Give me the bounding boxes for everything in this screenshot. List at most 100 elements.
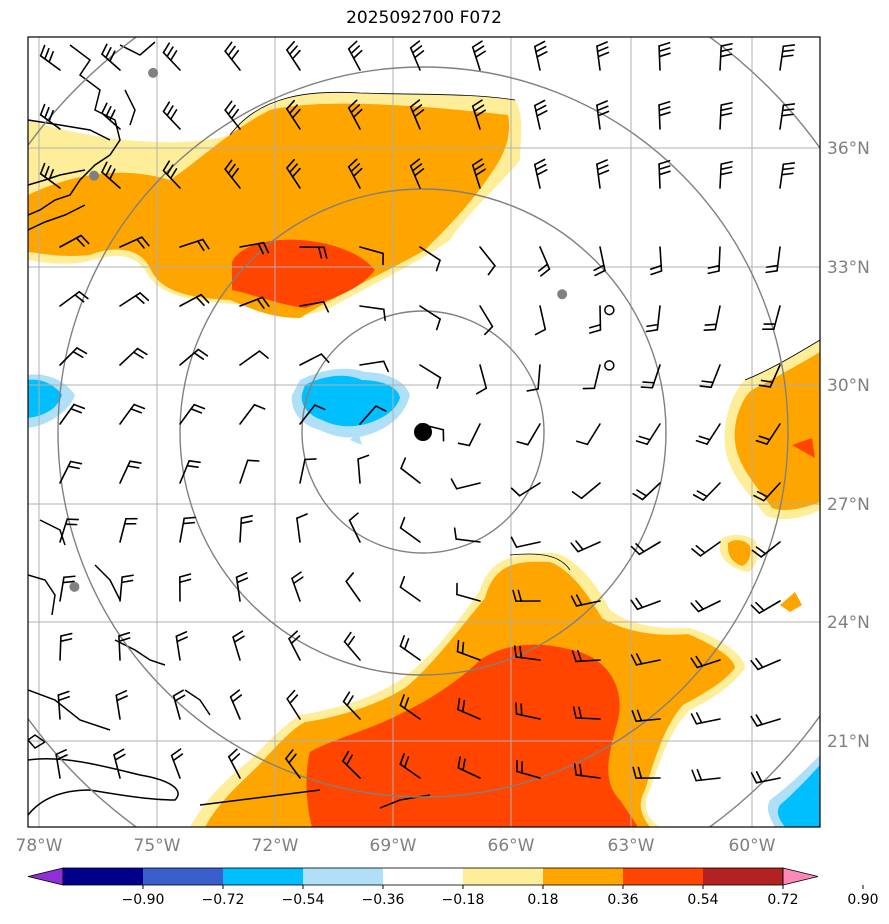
- wind-barb: [286, 689, 301, 720]
- lon-label: 66°W: [488, 836, 535, 856]
- wind-barb: [59, 234, 90, 248]
- wind-barb: [596, 41, 610, 71]
- wind-barb: [399, 694, 421, 720]
- wind-barb: [645, 305, 661, 333]
- wind-barb: [762, 305, 781, 331]
- wind-barb: [512, 589, 541, 602]
- wind-barbs: [39, 40, 796, 784]
- wind-barb: [658, 41, 671, 71]
- wind-barb: [570, 594, 601, 607]
- wind-barb: [471, 158, 486, 189]
- wind-barb: [409, 99, 425, 130]
- wind-barb: [119, 347, 148, 366]
- wind-barb: [534, 305, 547, 336]
- wind-barb: [170, 748, 184, 779]
- wind-barb: [285, 749, 301, 779]
- wind-barb: [286, 40, 301, 71]
- colorbar-swatch: [623, 868, 703, 885]
- wind-barb: [119, 460, 142, 484]
- wind-barb: [471, 40, 486, 71]
- wind-barb: [699, 364, 721, 389]
- wind-barb: [779, 103, 796, 130]
- wind-barb: [456, 582, 481, 602]
- wind-barb: [291, 571, 304, 602]
- colorbar-swatch: [703, 868, 783, 885]
- wind-barb: [59, 575, 76, 602]
- wind-barb: [357, 454, 370, 484]
- wind-barb: [399, 753, 421, 779]
- wind-barb: [342, 691, 361, 720]
- wind-barb: [409, 158, 425, 189]
- wind-barb: [750, 657, 781, 671]
- wind-barb: [359, 360, 389, 373]
- wind-barb: [299, 404, 326, 425]
- wind-barb: [299, 301, 330, 313]
- lat-label: 30°N: [827, 376, 870, 396]
- wind-barb: [691, 768, 721, 782]
- wind-barb: [719, 101, 733, 130]
- longitude-labels: 78°W 75°W 72°W 69°W 66°W 63°W 60°W: [16, 836, 776, 856]
- wind-barb: [119, 517, 138, 543]
- wind-barb: [299, 246, 328, 259]
- wind-barb: [119, 236, 150, 249]
- wind-barb: [239, 296, 270, 309]
- colorbar-label: −0.18: [442, 892, 485, 908]
- lat-label: 24°N: [827, 613, 870, 633]
- wind-barb: [419, 246, 441, 272]
- wind-barb: [755, 423, 781, 445]
- wind-barb: [118, 631, 131, 661]
- wind-barb: [630, 653, 661, 666]
- wind-barb: [228, 748, 241, 779]
- wind-barb: [359, 246, 384, 266]
- wind-barb: [296, 513, 308, 543]
- colorbar: −0.90 −0.72 −0.54 −0.36 −0.18 0.18 0.36 0.54 0.7…: [27, 867, 879, 908]
- wind-barb: [658, 159, 671, 189]
- wind-barb: [596, 100, 610, 130]
- wind-barb: [235, 572, 249, 602]
- wind-barb: [400, 457, 421, 484]
- wind-barb: [510, 536, 541, 548]
- wind-barb: [286, 99, 301, 130]
- wind-barb: [582, 364, 601, 390]
- wind-barb: [342, 750, 361, 779]
- wind-barb: [224, 41, 241, 71]
- wind-barb: [239, 515, 253, 543]
- colorbar-swatch: [223, 868, 303, 885]
- wind-barb: [479, 246, 496, 276]
- lon-label: 72°W: [252, 836, 299, 856]
- plot-frame: [27, 36, 821, 828]
- lon-label: 75°W: [134, 836, 181, 856]
- wind-barb: [593, 246, 606, 277]
- wind-barb: [596, 159, 610, 189]
- wind-barb: [347, 99, 363, 130]
- wind-barb: [719, 160, 733, 189]
- wind-barb: [172, 689, 186, 720]
- lon-label: 69°W: [370, 836, 417, 856]
- colorbar-label: 0.72: [767, 892, 798, 908]
- colorbar-swatch: [63, 868, 143, 885]
- latitude-labels: 36°N 33°N 30°N 27°N 24°N 21°N: [827, 139, 870, 752]
- wind-barb: [59, 347, 88, 366]
- wind-barb: [690, 712, 721, 725]
- wind-barb: [479, 305, 494, 336]
- colorbar-label: 0.18: [527, 892, 558, 908]
- wind-barb: [232, 630, 245, 661]
- wind-barb: [632, 482, 661, 501]
- wind-barb: [753, 482, 781, 502]
- wind-barb: [179, 516, 196, 543]
- wind-barb: [457, 756, 481, 779]
- wind-barb: [55, 748, 68, 779]
- wind-barb: [691, 541, 721, 557]
- anomaly-fill-south: [190, 552, 745, 827]
- wind-barb: [179, 460, 201, 484]
- station-marker: [604, 360, 615, 371]
- wind-barb: [101, 102, 121, 130]
- wind-barb: [162, 160, 181, 189]
- wind-barb: [119, 292, 150, 307]
- wind-barb: [571, 649, 601, 663]
- wind-barb: [101, 161, 121, 189]
- colorbar-label: −0.72: [202, 892, 245, 908]
- wind-barb: [471, 99, 486, 130]
